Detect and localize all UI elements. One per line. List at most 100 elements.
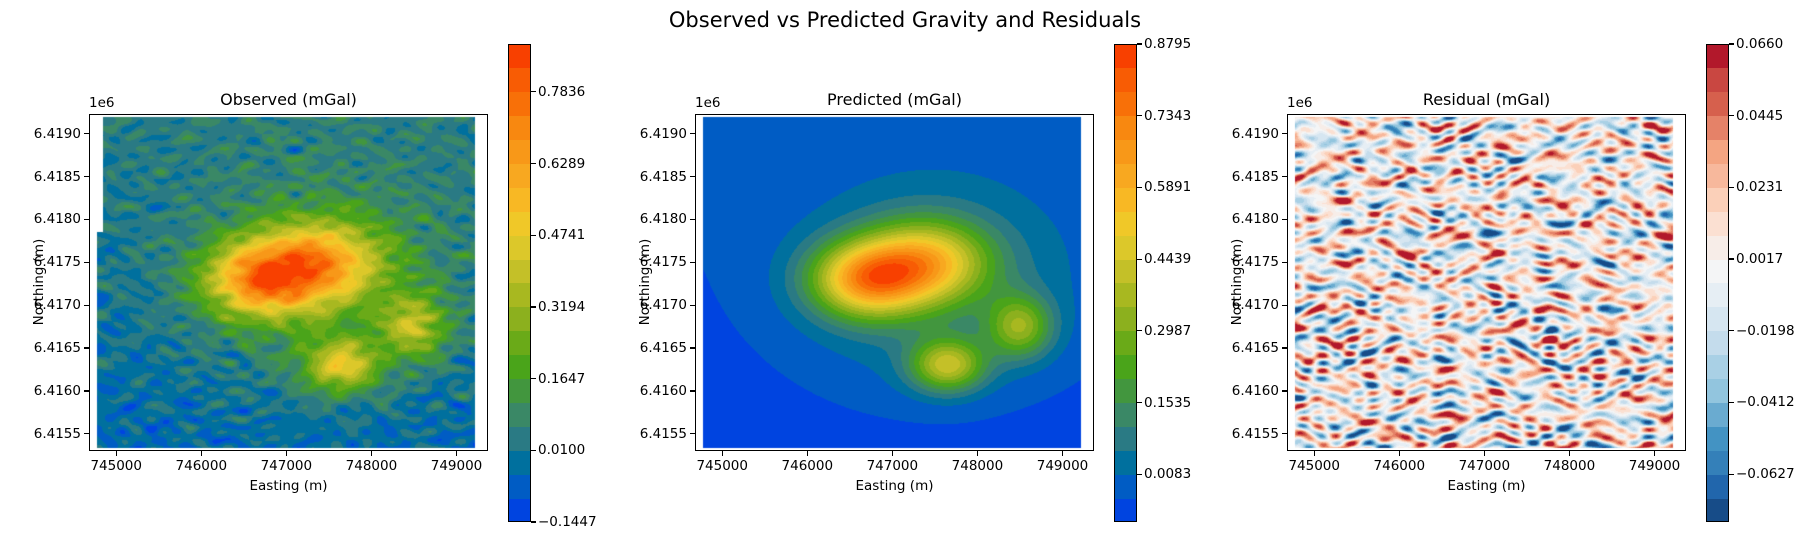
colorbar-tick-label: 0.0445 bbox=[1736, 107, 1784, 124]
colorbar-tick-label: 0.0100 bbox=[538, 442, 586, 459]
y-tick bbox=[1282, 390, 1287, 392]
colorbar-tick bbox=[1729, 330, 1734, 332]
x-tick-label: 749000 bbox=[430, 458, 483, 474]
colorbar-band bbox=[1114, 426, 1137, 451]
y-tick bbox=[84, 133, 89, 135]
colorbar-band bbox=[508, 402, 531, 427]
x-tick-label: 747000 bbox=[866, 458, 919, 474]
y-tick-label: 6.4175 bbox=[1231, 254, 1279, 271]
colorbar-tick-label: −0.0627 bbox=[1736, 466, 1795, 483]
y-tick-label: 6.4180 bbox=[33, 211, 81, 228]
colorbar-band bbox=[1114, 139, 1137, 164]
y-offset-label: 1e6 bbox=[1287, 95, 1313, 111]
colorbar-tick bbox=[1729, 115, 1734, 117]
x-tick-label: 746000 bbox=[781, 458, 834, 474]
y-tick-label: 6.4170 bbox=[33, 297, 81, 314]
colorbar-tick-label: 0.1535 bbox=[1144, 394, 1192, 411]
colorbar-band bbox=[1706, 498, 1729, 523]
colorbar-band bbox=[1114, 115, 1137, 141]
colorbar-tick bbox=[1137, 473, 1142, 475]
colorbar-band bbox=[1114, 211, 1137, 236]
colorbar-band bbox=[1706, 211, 1729, 236]
x-axis-label: Easting (m) bbox=[249, 478, 328, 494]
colorbar-band bbox=[508, 378, 531, 403]
colorbar-tick-label: 0.4741 bbox=[538, 227, 586, 244]
colorbar bbox=[1706, 44, 1729, 523]
y-tick-label: 6.4165 bbox=[639, 340, 687, 357]
y-tick-label: 6.4155 bbox=[33, 425, 81, 442]
colorbar-tick bbox=[1729, 43, 1734, 45]
colorbar-band bbox=[508, 306, 531, 332]
colorbar-band bbox=[1706, 474, 1729, 499]
colorbar-tick-label: −0.1447 bbox=[538, 514, 597, 530]
y-tick bbox=[84, 218, 89, 221]
colorbar-band bbox=[1114, 402, 1137, 427]
colorbar-band bbox=[508, 330, 531, 356]
x-tick bbox=[285, 451, 287, 456]
x-tick bbox=[1061, 451, 1064, 456]
colorbar bbox=[1114, 44, 1137, 523]
y-tick-label: 6.4170 bbox=[639, 297, 687, 314]
colorbar-band bbox=[1114, 163, 1137, 188]
y-tick bbox=[84, 390, 89, 392]
y-tick-label: 6.4180 bbox=[1231, 211, 1279, 228]
colorbar-tick-label: 0.0083 bbox=[1144, 466, 1192, 483]
colorbar-band bbox=[1114, 187, 1137, 212]
colorbar-band bbox=[1706, 306, 1729, 332]
colorbar-band bbox=[508, 426, 531, 451]
y-tick-label: 6.4160 bbox=[33, 382, 81, 399]
x-tick-label: 749000 bbox=[1036, 458, 1089, 474]
x-axis-label: Easting (m) bbox=[1447, 478, 1526, 494]
colorbar-band bbox=[1706, 378, 1729, 403]
y-tick bbox=[690, 175, 695, 178]
x-tick bbox=[455, 451, 458, 456]
colorbar-tick bbox=[531, 378, 536, 380]
y-tick bbox=[1282, 304, 1287, 306]
y-tick-label: 6.4155 bbox=[1231, 425, 1279, 442]
x-tick bbox=[976, 451, 979, 456]
colorbar-tick-label: −0.0198 bbox=[1736, 322, 1795, 339]
y-offset-label: 1e6 bbox=[89, 95, 115, 111]
x-tick-label: 747000 bbox=[1458, 458, 1511, 474]
colorbar bbox=[508, 44, 531, 523]
colorbar-band bbox=[508, 259, 531, 284]
colorbar-tick-label: 0.1647 bbox=[538, 370, 586, 387]
colorbar-tick bbox=[531, 306, 536, 308]
contour-plot bbox=[1287, 114, 1686, 451]
x-tick-label: 745000 bbox=[1288, 458, 1340, 474]
colorbar-band bbox=[1706, 235, 1729, 260]
y-tick-label: 6.4165 bbox=[1231, 340, 1279, 357]
x-tick bbox=[115, 451, 117, 456]
colorbar-tick-label: 0.7343 bbox=[1144, 107, 1192, 124]
colorbar-band bbox=[508, 44, 531, 69]
contour-plot bbox=[695, 114, 1094, 451]
colorbar-band bbox=[508, 211, 531, 236]
colorbar-band bbox=[508, 498, 531, 523]
y-tick bbox=[690, 390, 695, 392]
y-tick bbox=[690, 261, 695, 263]
y-tick-label: 6.4175 bbox=[33, 254, 81, 271]
colorbar-band bbox=[1114, 283, 1137, 308]
x-tick-label: 745000 bbox=[90, 458, 142, 474]
colorbar-tick-label: 0.0017 bbox=[1736, 250, 1784, 267]
y-tick bbox=[1282, 433, 1287, 435]
colorbar-band bbox=[1706, 450, 1729, 475]
colorbar-band bbox=[1706, 259, 1729, 284]
colorbar-band bbox=[508, 67, 531, 93]
colorbar-tick-label: 0.4439 bbox=[1144, 251, 1192, 268]
y-tick-label: 6.4190 bbox=[639, 125, 687, 142]
colorbar-band bbox=[1114, 474, 1137, 499]
y-tick bbox=[690, 347, 695, 349]
x-tick-label: 748000 bbox=[1543, 458, 1596, 474]
y-tick-label: 6.4190 bbox=[1231, 125, 1279, 142]
colorbar-tick-label: 0.3194 bbox=[538, 298, 586, 315]
colorbar-band bbox=[1706, 283, 1729, 308]
y-tick-label: 6.4160 bbox=[1231, 382, 1279, 399]
colorbar-tick-label: 0.0660 bbox=[1736, 36, 1784, 52]
x-tick-label: 748000 bbox=[345, 458, 398, 474]
colorbar-band bbox=[1706, 402, 1729, 427]
panel-title: Predicted (mGal) bbox=[827, 90, 962, 109]
y-tick-label: 6.4185 bbox=[1231, 168, 1279, 185]
colorbar-band bbox=[508, 91, 531, 117]
colorbar-band bbox=[1114, 498, 1137, 523]
